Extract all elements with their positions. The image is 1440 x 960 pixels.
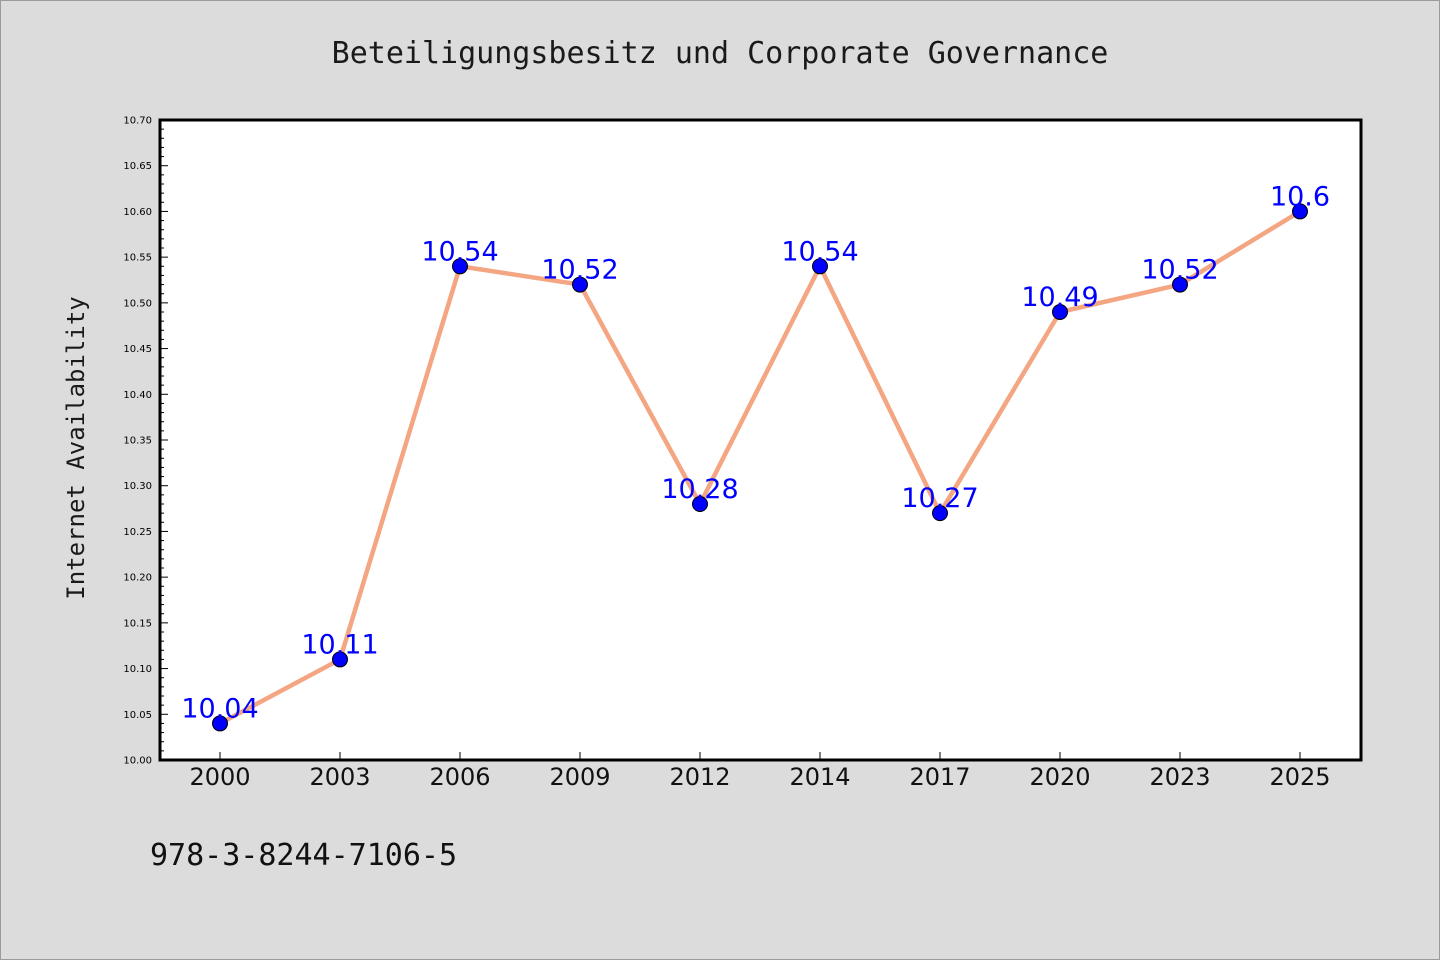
y-tick-label: 10.05	[123, 710, 152, 721]
data-point	[212, 715, 228, 732]
data-point	[332, 651, 348, 668]
y-tick-label: 10.25	[123, 527, 152, 538]
x-tick-label: 2014	[789, 763, 850, 791]
x-tick-label: 2009	[549, 763, 610, 791]
x-tick-label: 2025	[1269, 763, 1330, 791]
y-tick-label: 10.20	[123, 573, 152, 584]
plot-border	[158, 118, 1363, 762]
y-axis-label: Internet Availability	[62, 296, 90, 599]
data-label: 10.54	[781, 236, 858, 267]
data-label: 10.04	[181, 693, 258, 724]
data-label: 10.52	[1141, 255, 1218, 286]
y-tick-label: 10.30	[123, 481, 152, 492]
y-tick-label: 10.35	[123, 436, 152, 447]
data-point	[692, 496, 708, 512]
y-tick-label: 10.70	[123, 116, 152, 127]
data-point	[812, 258, 828, 275]
data-point	[572, 276, 588, 293]
data-label: 10.27	[901, 483, 978, 514]
data-point	[1172, 276, 1188, 293]
y-tick-label: 10.45	[123, 344, 152, 355]
data-label: 10.6	[1270, 181, 1330, 212]
y-tick-label: 10.50	[123, 298, 152, 309]
y-tick-label: 10.40	[123, 390, 152, 401]
data-point	[1292, 203, 1308, 220]
y-tick-label: 10.10	[123, 664, 152, 675]
series-line	[218, 209, 1302, 726]
x-axis: 2000 2003 2006 2009 2012 2014 2017 2020 2023 2025	[189, 752, 1331, 791]
data-point	[452, 258, 468, 275]
data-label: 10.11	[301, 629, 378, 660]
x-tick-label: 2023	[1149, 763, 1210, 791]
y-tick-label: 10.60	[123, 207, 152, 218]
y-tick-label: 10.15	[123, 618, 152, 629]
data-point	[932, 505, 948, 522]
x-tick-label: 2012	[669, 763, 730, 791]
y-tick-label: 10.65	[123, 161, 152, 172]
x-tick-label: 2000	[189, 763, 250, 791]
data-markers	[212, 203, 1308, 732]
data-label: 10.28	[661, 474, 738, 505]
data-label: 10.54	[421, 236, 498, 267]
data-labels: 10.04 10.11 10.54 10.52 10.28 10.54 10.27 10.49…	[181, 181, 1330, 724]
data-point	[1052, 304, 1068, 320]
y-tick-label: 10.00	[123, 756, 152, 767]
x-tick-label: 2017	[909, 763, 970, 791]
data-label: 10.52	[541, 255, 618, 286]
isbn-text: 978-3-8244-7106-5	[150, 838, 457, 873]
y-tick-label: 10.55	[123, 253, 152, 264]
y-axis: 10.00 10.05 10.10 10.15 10.20 10.25 10.30 10.35…	[123, 116, 168, 767]
plot-area	[160, 120, 1361, 760]
chart-title: Beteiligungsbesitz und Corporate Governa…	[332, 36, 1109, 71]
x-tick-label: 2006	[429, 763, 490, 791]
x-tick-label: 2020	[1029, 763, 1090, 791]
data-label: 10.49	[1021, 282, 1098, 313]
x-tick-label: 2003	[309, 763, 370, 791]
